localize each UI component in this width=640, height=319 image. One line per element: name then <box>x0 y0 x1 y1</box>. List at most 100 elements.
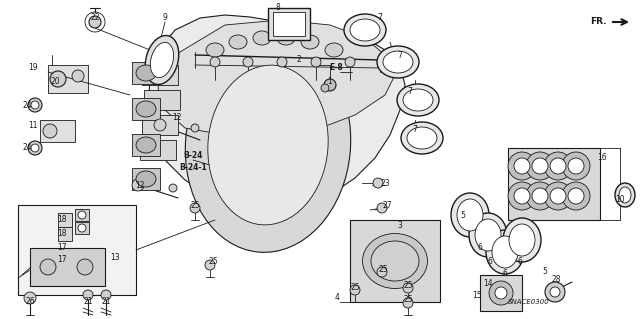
Bar <box>75 222 89 234</box>
Ellipse shape <box>362 234 428 288</box>
Text: 8: 8 <box>276 4 280 12</box>
Text: 20: 20 <box>50 78 60 86</box>
Bar <box>350 220 440 302</box>
Text: 7: 7 <box>378 13 383 23</box>
Ellipse shape <box>325 43 343 57</box>
Bar <box>132 134 160 156</box>
Text: SNACE0300: SNACE0300 <box>508 299 550 305</box>
Ellipse shape <box>208 65 328 225</box>
Text: 3: 3 <box>397 220 403 229</box>
Circle shape <box>550 287 560 297</box>
Circle shape <box>277 57 287 67</box>
Text: B-24: B-24 <box>183 151 203 160</box>
Circle shape <box>403 298 413 308</box>
Text: 6: 6 <box>477 243 483 253</box>
Bar <box>58 227 72 241</box>
Ellipse shape <box>383 51 413 73</box>
Bar <box>75 209 89 221</box>
Circle shape <box>205 260 215 270</box>
Bar <box>273 12 305 36</box>
Text: 28: 28 <box>551 276 561 285</box>
Circle shape <box>526 182 554 210</box>
Ellipse shape <box>407 127 437 149</box>
Ellipse shape <box>344 14 386 46</box>
Text: 11: 11 <box>28 121 38 130</box>
Circle shape <box>345 57 355 67</box>
Text: 24: 24 <box>22 100 32 109</box>
Text: 18: 18 <box>57 216 67 225</box>
Ellipse shape <box>277 31 295 45</box>
Text: 22: 22 <box>90 13 100 23</box>
Text: 6: 6 <box>518 257 522 266</box>
Ellipse shape <box>397 84 439 116</box>
Ellipse shape <box>150 42 173 78</box>
Bar <box>268 8 310 40</box>
Ellipse shape <box>136 137 156 153</box>
Circle shape <box>72 70 84 82</box>
Text: 12: 12 <box>135 181 145 189</box>
Text: 2: 2 <box>296 56 301 64</box>
Ellipse shape <box>486 230 524 274</box>
Circle shape <box>24 292 36 304</box>
Circle shape <box>210 57 220 67</box>
Circle shape <box>532 158 548 174</box>
Circle shape <box>50 71 66 87</box>
Circle shape <box>43 124 57 138</box>
Circle shape <box>78 224 86 232</box>
Circle shape <box>550 158 566 174</box>
Text: 26: 26 <box>25 298 35 307</box>
Ellipse shape <box>136 171 156 187</box>
Ellipse shape <box>350 19 380 41</box>
Text: 21: 21 <box>83 298 93 307</box>
Bar <box>40 120 75 142</box>
Text: 18: 18 <box>57 228 67 238</box>
Bar <box>132 62 160 84</box>
Text: 25: 25 <box>190 201 200 210</box>
Bar <box>480 275 522 311</box>
Circle shape <box>568 188 584 204</box>
Circle shape <box>544 152 572 180</box>
Circle shape <box>28 141 42 155</box>
Ellipse shape <box>615 183 635 207</box>
Ellipse shape <box>229 35 247 49</box>
Circle shape <box>532 188 548 204</box>
Circle shape <box>403 283 413 293</box>
Text: 14: 14 <box>483 278 493 287</box>
Circle shape <box>321 84 329 92</box>
Bar <box>58 213 72 227</box>
Text: 21: 21 <box>101 298 111 307</box>
Bar <box>18 205 136 295</box>
Text: 19: 19 <box>28 63 38 72</box>
Text: 25: 25 <box>378 265 388 275</box>
Ellipse shape <box>492 236 518 268</box>
Circle shape <box>83 290 93 300</box>
Ellipse shape <box>469 213 507 257</box>
Circle shape <box>495 287 507 299</box>
Circle shape <box>191 124 199 132</box>
Circle shape <box>545 282 565 302</box>
Text: 7: 7 <box>408 87 412 97</box>
Text: 6: 6 <box>502 270 508 278</box>
Bar <box>142 65 178 85</box>
Text: 1: 1 <box>328 78 332 86</box>
Circle shape <box>350 285 360 295</box>
Bar <box>508 148 600 220</box>
Text: 17: 17 <box>57 256 67 264</box>
Polygon shape <box>148 15 405 208</box>
Text: 5: 5 <box>461 211 465 219</box>
Circle shape <box>489 281 513 305</box>
Ellipse shape <box>253 31 271 45</box>
Circle shape <box>373 178 383 188</box>
Circle shape <box>78 211 86 219</box>
Circle shape <box>526 152 554 180</box>
Ellipse shape <box>451 193 489 237</box>
Circle shape <box>190 203 200 213</box>
Text: 7: 7 <box>413 125 417 135</box>
Bar <box>140 140 176 160</box>
Ellipse shape <box>301 35 319 49</box>
Circle shape <box>40 259 56 275</box>
Text: 25: 25 <box>403 295 413 305</box>
Circle shape <box>77 259 93 275</box>
Circle shape <box>324 79 336 91</box>
Polygon shape <box>158 20 395 138</box>
